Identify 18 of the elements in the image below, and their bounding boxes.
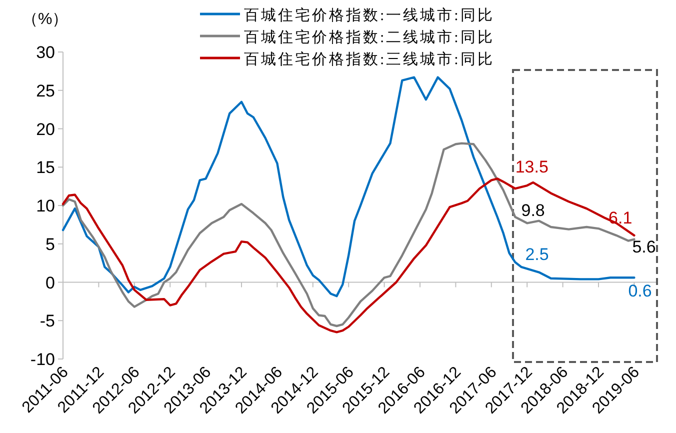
- y-tick-label: -10: [30, 350, 55, 369]
- y-tick-label: 30: [36, 43, 55, 62]
- y-tick-label: 25: [36, 81, 55, 100]
- legend-label: 百城住宅价格指数:三线城市:同比: [244, 51, 494, 68]
- legend-label: 百城住宅价格指数:二线城市:同比: [244, 29, 494, 46]
- y-tick-label: -5: [40, 312, 55, 331]
- annotation: 2.5: [525, 245, 549, 264]
- annotation: 0.6: [628, 282, 652, 301]
- y-tick-label: 10: [36, 196, 55, 216]
- y-tick-label: 20: [36, 120, 55, 139]
- legend-label: 百城住宅价格指数:一线城市:同比: [244, 7, 494, 24]
- y-tick-label: 0: [46, 273, 55, 292]
- y-tick-label: 15: [36, 158, 55, 178]
- annotation: 5.6: [632, 237, 656, 256]
- y-tick-label: 5: [46, 234, 55, 254]
- y-axis-title: （%）: [22, 11, 68, 28]
- annotation: 9.8: [521, 201, 545, 220]
- annotation: 13.5: [515, 158, 548, 177]
